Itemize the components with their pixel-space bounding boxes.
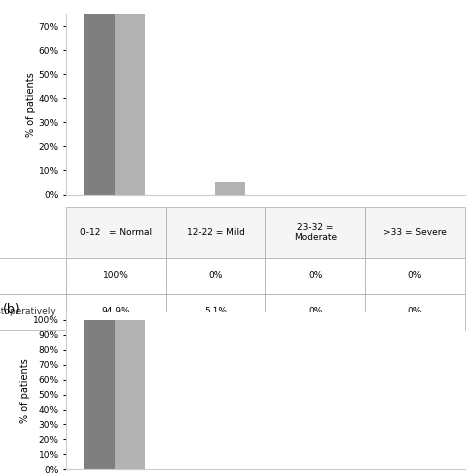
Bar — [84, 0, 115, 194]
Bar — [84, 320, 115, 469]
Y-axis label: % of patients: % of patients — [20, 358, 30, 423]
Y-axis label: % of patients: % of patients — [26, 72, 36, 137]
Text: OSDI Score & equivalent dry eye symptoms: OSDI Score & equivalent dry eye symptoms — [137, 335, 393, 345]
Bar — [115, 0, 145, 194]
Bar — [115, 320, 145, 469]
Bar — [215, 182, 246, 194]
Text: (b): (b) — [3, 303, 20, 316]
